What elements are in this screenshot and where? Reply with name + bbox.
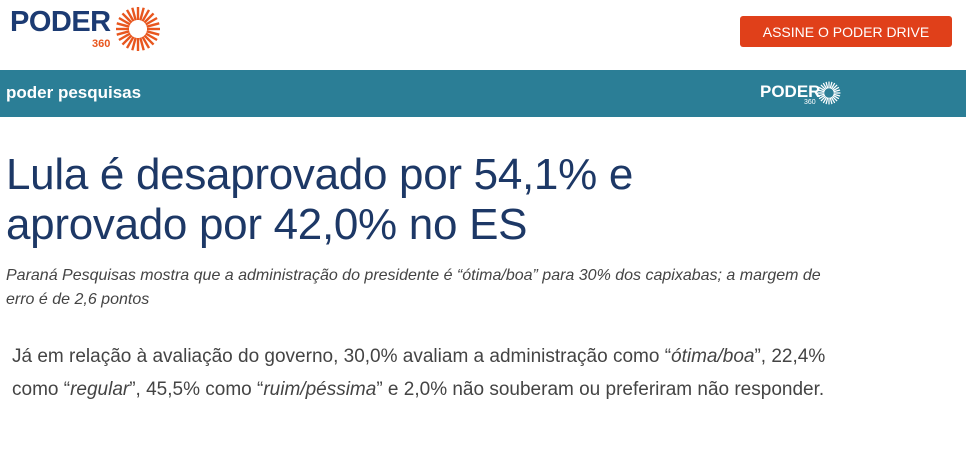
body-text: ”, 22,4% como “ [12, 346, 826, 400]
sun-ray [822, 96, 828, 104]
sun-ray [817, 89, 825, 93]
body-paragraph: Já em relação à avaliação do governo, 30… [12, 340, 852, 406]
sun-ray [820, 84, 827, 91]
top-header: PODER 360 ASSINE O PODER DRIVE [0, 0, 966, 70]
logo-sub: 360 [92, 38, 111, 50]
sun-ray [143, 34, 155, 46]
sun-ray [138, 7, 145, 21]
section-bar: poder pesquisas PODER 360 [0, 70, 966, 117]
sun-ray [822, 82, 828, 90]
sun-ray [117, 32, 131, 42]
sun-ray [831, 84, 838, 91]
section-logo-text: PODER [760, 82, 821, 101]
logo-sunburst [115, 7, 160, 51]
sun-ray [141, 9, 150, 22]
section-logo-sunburst [817, 81, 841, 105]
body-text: Já em relação à avaliação do governo, 30… [12, 346, 672, 367]
sun-ray [141, 36, 150, 49]
subtitle: Paraná Pesquisas mostra que a administra… [6, 267, 821, 308]
sun-ray [146, 30, 160, 36]
sun-ray [830, 96, 836, 104]
sun-ray [130, 7, 137, 21]
logo-text: PODER [10, 6, 111, 38]
sun-ray [116, 30, 130, 36]
sun-ray [825, 81, 829, 89]
sun-ray [117, 16, 131, 26]
headline: Lula é desaprovado por 54,1% e aprovado … [6, 150, 634, 249]
sun-ray [825, 97, 829, 105]
body-text: ” e 2,0% não souberam ou preferiram não … [376, 379, 825, 400]
body-emphasis: ruim/péssima [263, 379, 377, 400]
sun-ray [125, 36, 135, 49]
sun-ray [143, 12, 155, 24]
sun-ray [130, 37, 137, 51]
sun-ray [830, 82, 836, 90]
sun-ray [146, 22, 160, 28]
sun-ray [144, 16, 158, 26]
sun-ray [116, 22, 130, 28]
sun-ray [818, 86, 826, 92]
body-text: ”, 45,5% como “ [129, 379, 264, 400]
sun-ray [144, 32, 158, 42]
sun-ray [832, 86, 840, 92]
sun-ray [833, 89, 841, 93]
sun-ray [817, 93, 825, 97]
sun-ray [138, 37, 145, 51]
sun-ray [125, 9, 135, 22]
section-title[interactable]: poder pesquisas [6, 83, 142, 102]
subscribe-button[interactable]: ASSINE O PODER DRIVE [740, 16, 952, 47]
section-logo-sub: 360 [804, 99, 816, 106]
sun-ray [832, 94, 840, 100]
sun-ray [833, 93, 841, 97]
body-emphasis: regular [70, 379, 130, 400]
body-emphasis: ótima/boa [671, 346, 755, 367]
sun-ray [818, 94, 826, 100]
sun-ray [820, 95, 827, 102]
sun-ray [831, 95, 838, 102]
sun-ray [121, 34, 133, 46]
sun-ray [121, 12, 133, 24]
logo[interactable]: PODER 360 [10, 6, 163, 54]
section-logo[interactable]: PODER 360 [760, 81, 841, 106]
sun-ray [829, 97, 833, 105]
sun-ray [829, 81, 833, 89]
